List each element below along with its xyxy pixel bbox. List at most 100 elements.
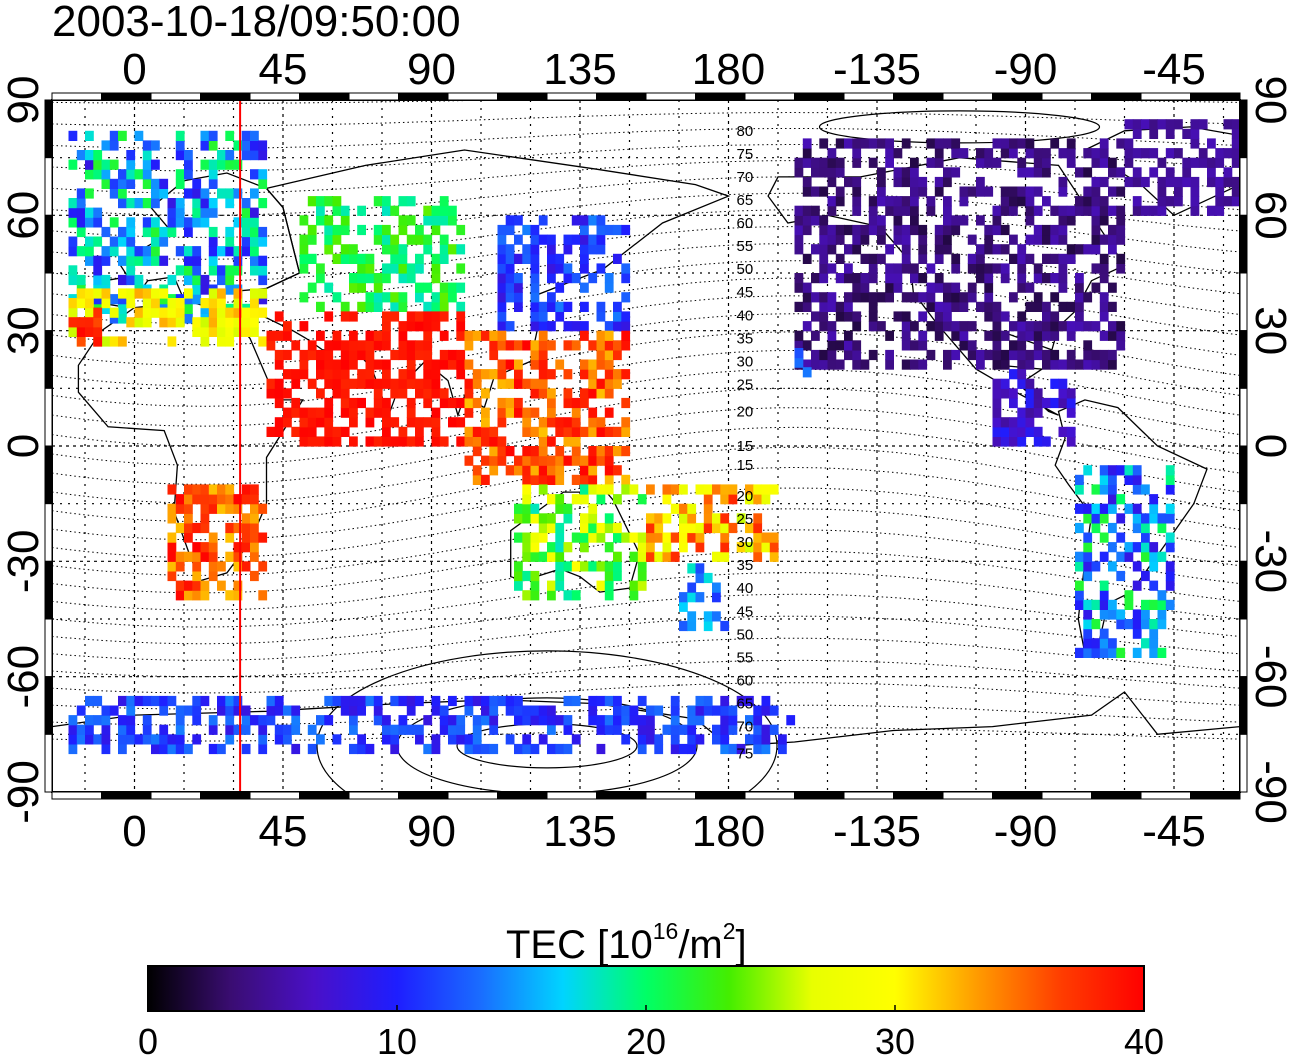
tec-cell xyxy=(340,369,350,380)
tec-cell xyxy=(604,580,614,591)
tec-cell xyxy=(349,244,358,255)
tec-cell xyxy=(604,340,614,351)
contour-label: 75 xyxy=(737,746,754,763)
tec-cell xyxy=(712,582,721,593)
tec-cell xyxy=(1124,138,1134,149)
tec-cell xyxy=(679,484,688,495)
tec-cell xyxy=(415,311,424,322)
tec-cell xyxy=(1108,647,1117,658)
tec-cell xyxy=(208,159,218,170)
tec-cell xyxy=(1058,234,1068,245)
tec-cell xyxy=(514,580,523,591)
tec-cell xyxy=(1075,551,1084,562)
tec-cell xyxy=(208,317,218,328)
tec-cell xyxy=(1033,224,1043,236)
tec-cell xyxy=(142,724,152,735)
tec-cell xyxy=(827,148,837,159)
tec-cell xyxy=(208,226,218,238)
tec-cell xyxy=(126,695,136,707)
tec-cell xyxy=(382,369,391,380)
tec-cell xyxy=(596,349,606,361)
tec-cell xyxy=(588,234,598,245)
tec-cell xyxy=(126,159,136,170)
tec-cell xyxy=(604,465,614,476)
tec-cell xyxy=(1066,215,1076,226)
tec-cell xyxy=(1050,273,1060,284)
tec-cell xyxy=(1116,465,1126,476)
tec-cell xyxy=(93,326,103,337)
tec-cell xyxy=(926,205,936,216)
tec-cell xyxy=(1050,224,1060,236)
tec-cell xyxy=(827,234,837,245)
tec-cell xyxy=(76,326,86,337)
tec-cell xyxy=(382,397,391,409)
tec-cell xyxy=(514,292,523,303)
tec-cell xyxy=(1033,234,1043,245)
tec-cell xyxy=(464,705,474,716)
tec-cell xyxy=(68,715,78,726)
contour-line xyxy=(52,111,1240,127)
tec-cell xyxy=(456,321,466,332)
tec-cell xyxy=(1050,349,1060,361)
tec-cell xyxy=(522,340,532,351)
tec-cell xyxy=(349,282,358,293)
tec-cell xyxy=(835,273,845,284)
tec-cell xyxy=(555,561,565,572)
tec-cell xyxy=(943,282,952,293)
tec-cell xyxy=(720,715,730,726)
tec-cell xyxy=(959,148,969,159)
tec-cell xyxy=(670,715,680,726)
tec-cell xyxy=(1141,532,1150,543)
tec-cell xyxy=(1058,224,1068,236)
tec-cell xyxy=(76,150,86,161)
tec-cell xyxy=(868,301,878,312)
tec-cell xyxy=(415,234,424,245)
tec-cell xyxy=(307,743,317,755)
tec-cell xyxy=(258,715,268,726)
contour-line xyxy=(52,331,1240,407)
tec-cell xyxy=(703,484,713,495)
tec-cell xyxy=(448,349,457,361)
tec-cell xyxy=(976,359,985,370)
tec-cell xyxy=(654,734,664,745)
tec-cell xyxy=(571,446,581,457)
tec-cell xyxy=(184,503,193,514)
tec-cell xyxy=(992,205,1002,216)
tec-cell xyxy=(208,326,218,337)
tec-cell xyxy=(712,724,721,735)
tec-cell xyxy=(654,532,664,543)
lat-tick-label-left: 0 xyxy=(0,434,48,458)
tec-cell xyxy=(266,715,276,726)
tec-cell xyxy=(250,298,259,309)
frame-bar-right xyxy=(1239,157,1248,216)
lat-tick-label-right: 30 xyxy=(1246,306,1292,355)
tec-cell xyxy=(431,215,441,226)
tec-cell xyxy=(992,224,1002,236)
tec-cell xyxy=(472,446,482,457)
tec-cell xyxy=(1091,282,1101,293)
tec-cell xyxy=(208,307,218,318)
tec-cell xyxy=(109,178,119,189)
tec-cell xyxy=(794,282,804,293)
tec-cell xyxy=(547,244,556,255)
tec-cell xyxy=(538,484,548,495)
tec-cell xyxy=(596,455,606,466)
colorbar-title: TEC [1016/m2] xyxy=(506,918,747,967)
tec-cell xyxy=(398,292,408,303)
tec-cell xyxy=(621,715,631,726)
tec-cell xyxy=(910,263,919,274)
tec-cell xyxy=(1132,609,1142,620)
tec-cell xyxy=(613,465,622,476)
frame-bar-bottom xyxy=(101,791,152,800)
tec-cell xyxy=(373,388,383,399)
tec-cell xyxy=(472,695,482,707)
tec-cell xyxy=(118,743,127,755)
tec-cell xyxy=(745,522,754,534)
tec-cell xyxy=(200,198,210,209)
tec-cell xyxy=(85,236,94,247)
tec-cell xyxy=(530,224,540,236)
tec-cell xyxy=(505,465,515,476)
tec-cell xyxy=(307,253,317,264)
tec-cell xyxy=(109,336,119,347)
tec-cell xyxy=(885,349,894,361)
